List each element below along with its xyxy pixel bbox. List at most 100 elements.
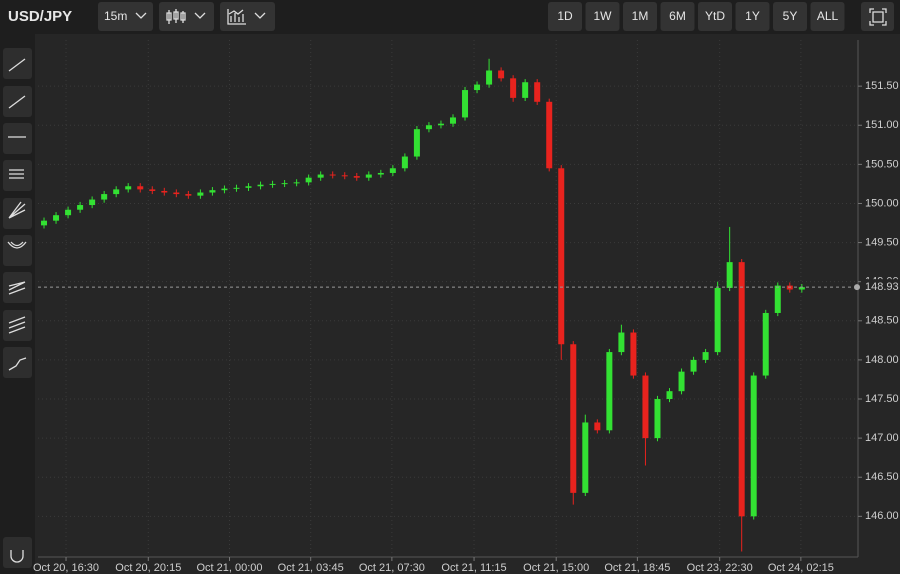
tool-icon (8, 357, 27, 371)
candle-body (498, 70, 505, 79)
candle-body (462, 90, 469, 118)
button-bg (773, 2, 807, 31)
tool-icon (7, 241, 27, 249)
drawing-tool[interactable] (3, 123, 32, 154)
y-tick-label: 146.50 (865, 471, 899, 483)
candle-body (774, 285, 781, 313)
candle-body (269, 183, 276, 185)
button-bg (548, 2, 582, 31)
candle-body (209, 190, 216, 193)
button-bg (735, 2, 770, 31)
drawing-tool[interactable] (3, 272, 32, 303)
range-button[interactable]: 1Y (735, 2, 770, 31)
x-tick-label: Oct 21, 11:15 (441, 562, 506, 574)
tool-bg (3, 347, 32, 378)
y-tick-label: 146.00 (865, 510, 899, 522)
candle-body (594, 422, 601, 431)
indicator-button[interactable] (220, 2, 275, 31)
interval-label: 15m (104, 9, 127, 23)
button-bg (585, 2, 620, 31)
interval-button[interactable]: 15m (98, 2, 153, 31)
candle-body (606, 352, 613, 431)
drawing-tools (3, 48, 32, 568)
fullscreen-button[interactable] (861, 2, 894, 31)
x-tick-label: Oct 21, 07:30 (359, 562, 425, 574)
range-button[interactable]: 6M (660, 2, 695, 31)
tool-bg (3, 272, 32, 303)
drawing-tool[interactable] (3, 235, 32, 266)
drawing-tool[interactable] (3, 86, 32, 117)
drawing-tool[interactable] (3, 160, 32, 191)
range-label: 1Y (745, 9, 760, 23)
button-bg (861, 2, 894, 31)
chart-type-button[interactable] (159, 2, 214, 31)
symbol: USD/JPY (8, 8, 72, 25)
x-tick-label: Oct 21, 00:00 (196, 562, 262, 574)
drawing-tool[interactable] (3, 310, 32, 341)
range-button[interactable]: 1D (548, 2, 582, 31)
candle-body (534, 82, 541, 102)
candle-body (389, 168, 396, 173)
candle-body (113, 189, 120, 195)
candle-body (221, 188, 228, 191)
range-label: 6M (669, 9, 686, 23)
tool-bg (3, 160, 32, 191)
range-label: ALL (817, 9, 839, 23)
drawing-tool[interactable] (3, 537, 32, 568)
range-label: 1D (557, 9, 573, 23)
candle-body (185, 194, 192, 196)
y-tick-label: 150.50 (865, 158, 899, 170)
candle-body (449, 117, 456, 124)
candle-body (546, 101, 553, 169)
range-button[interactable]: YtD (698, 2, 732, 31)
button-bg (159, 2, 214, 31)
range-button[interactable]: 1M (623, 2, 657, 31)
drawing-tool[interactable] (3, 347, 32, 378)
candle-body (401, 156, 408, 169)
y-tick-label: 151.50 (865, 80, 899, 92)
drawing-tool[interactable] (3, 48, 32, 79)
candle-body (257, 184, 264, 187)
y-tick-label: 147.50 (865, 393, 899, 405)
button-bg (698, 2, 732, 31)
candle-body (197, 192, 204, 196)
range-button[interactable]: 5Y (773, 2, 807, 31)
candle-body (101, 194, 108, 200)
candle-body (618, 332, 625, 353)
candle-body (65, 209, 72, 216)
candle-body (161, 190, 168, 193)
candle-body (690, 359, 697, 372)
drawing-tool[interactable] (3, 198, 32, 229)
indicator-icon (227, 9, 266, 25)
range-label: 1W (594, 9, 613, 23)
candle-body (305, 177, 312, 183)
candle-body (798, 287, 805, 290)
candle-body (77, 205, 84, 210)
y-tick-label: 147.00 (865, 432, 899, 444)
range-button[interactable]: 1W (585, 2, 620, 31)
last-price-box (861, 279, 899, 296)
candle-body (53, 215, 60, 221)
candle-body (570, 344, 577, 493)
tool-icon (8, 58, 26, 72)
candle-body (329, 174, 336, 176)
candle-body (437, 123, 444, 126)
range-button[interactable]: ALL (810, 2, 845, 31)
button-bg (98, 2, 153, 31)
candle-body (654, 399, 661, 439)
tool-icon (9, 169, 24, 179)
candle-body (233, 187, 240, 189)
range-buttons: 1D 1W 1M 6M YtD 1Y 5Y ALL (548, 2, 845, 31)
candle-body (377, 172, 384, 175)
candle-body (281, 183, 288, 185)
candle-body (642, 375, 649, 439)
candle-body (353, 176, 360, 178)
button-bg (623, 2, 657, 31)
candle-body (738, 262, 745, 517)
chart: 146.00 146.50 147.00 147.50 148.00 148.50 149.… (33, 40, 899, 574)
candle-body (341, 175, 348, 177)
tool-bg (3, 48, 32, 79)
candle-body (630, 332, 637, 376)
candle-body (750, 375, 757, 517)
tool-icon (8, 95, 26, 109)
